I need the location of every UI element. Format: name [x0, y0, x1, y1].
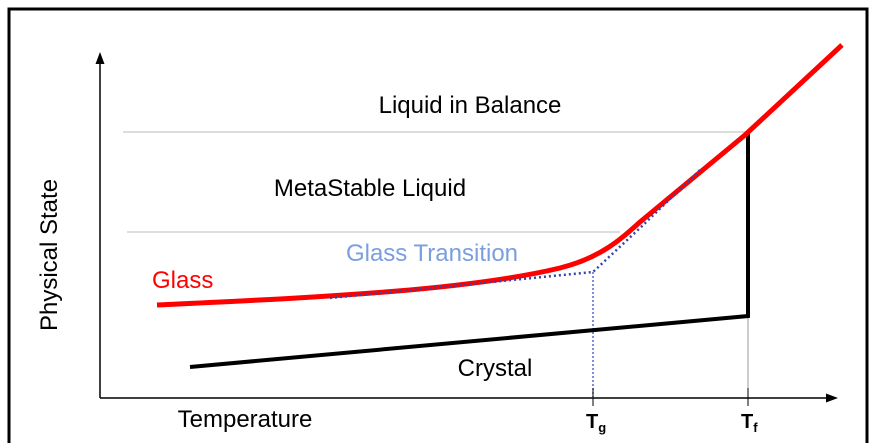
tf-label: Tf	[741, 411, 758, 435]
crystal-line	[189, 134, 750, 369]
label: Glass	[152, 267, 213, 294]
label: MetaStable Liquid	[274, 175, 466, 202]
y-axis-label: Physical State	[36, 179, 63, 331]
label: Glass Transition	[346, 240, 518, 267]
x-axis-label: Temperature	[178, 406, 313, 433]
tg-label: Tg	[586, 411, 606, 435]
tf-sub: f	[753, 420, 758, 435]
label: Liquid in Balance	[379, 92, 562, 119]
tf-main: T	[741, 411, 753, 433]
label: Crystal	[458, 355, 533, 382]
glass-curve	[156, 43, 844, 308]
transition-line	[329, 169, 701, 300]
tg-main: T	[586, 411, 598, 433]
tg-sub: g	[598, 420, 606, 435]
frame	[7, 7, 869, 443]
